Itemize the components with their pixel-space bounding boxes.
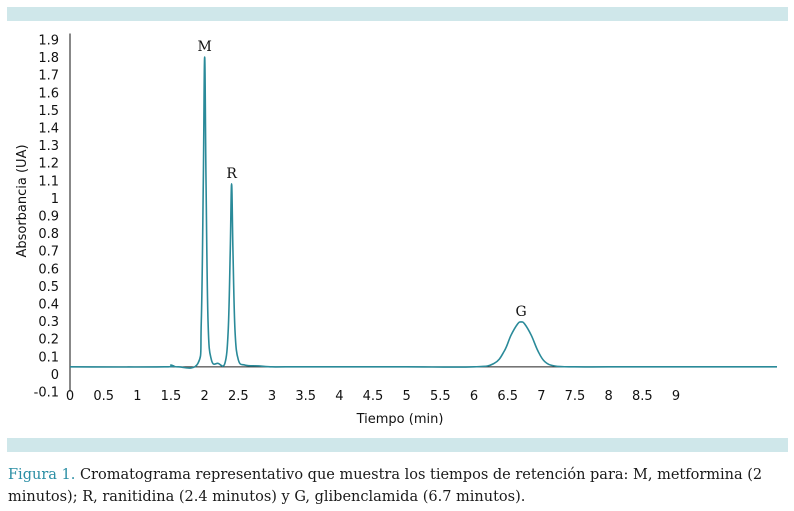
y-tick-label: 0.4 xyxy=(38,298,59,313)
x-tick-label: 2.5 xyxy=(228,389,249,404)
x-tick-label: 2 xyxy=(201,389,209,404)
y-tick-label: 1.4 xyxy=(38,122,59,137)
x-tick-label: 5.5 xyxy=(430,389,451,404)
y-tick-label: 0.1 xyxy=(38,350,59,365)
y-tick-label: 0.9 xyxy=(38,210,59,225)
y-tick-label: 1.5 xyxy=(38,104,59,119)
peak-label-g: G xyxy=(516,304,527,320)
y-tick-label: 0.5 xyxy=(38,280,59,295)
y-tick-label: 0.3 xyxy=(38,315,59,330)
x-tick-label: 8 xyxy=(605,389,613,404)
x-tick-label: 7.5 xyxy=(565,389,586,404)
x-tick-label: 1.5 xyxy=(161,389,182,404)
chromatogram-signal-line xyxy=(69,56,777,369)
y-tick-label: 1.6 xyxy=(38,86,59,101)
peak-label-r: R xyxy=(226,166,237,182)
y-tick-label: 1.2 xyxy=(38,157,59,172)
chromatogram-chart: -0.1 0 0.1 0.2 0.3 0.4 0.5 0.6 0.7 0.8 0.9 1 1.1 1.2 1… xyxy=(15,33,777,427)
peak-labels: M R G xyxy=(197,39,526,320)
y-tick-label: 1.3 xyxy=(38,139,59,154)
x-tick-label: 6 xyxy=(470,389,478,404)
y-tick-label: 0.7 xyxy=(38,245,59,260)
peak-label-m: M xyxy=(197,39,211,55)
x-axis-ticks: 0 0.5 1 1.5 2 2.5 3 3.5 4 4.5 5 5.5 6 6.5 7 7.5 8 8.5 9 xyxy=(66,389,680,404)
y-axis-title: Absorbancia (UA) xyxy=(15,144,30,257)
x-tick-label: 4.5 xyxy=(363,389,384,404)
y-tick-label: 1 xyxy=(51,192,59,207)
figure-caption-text: Cromatograma representativo que muestra … xyxy=(8,467,763,505)
y-tick-label: 0 xyxy=(51,368,59,383)
y-tick-label: 0.2 xyxy=(38,333,59,348)
figure-caption-label: Figura 1. xyxy=(8,467,76,483)
y-tick-label: -0.1 xyxy=(34,386,59,401)
x-tick-label: 6.5 xyxy=(497,389,518,404)
y-tick-label: 1.9 xyxy=(38,34,59,49)
x-tick-label: 8.5 xyxy=(632,389,653,404)
x-tick-label: 3 xyxy=(268,389,276,404)
y-tick-label: 0.6 xyxy=(38,262,59,277)
x-axis-title: Tiempo (min) xyxy=(356,412,444,427)
y-tick-label: 1.1 xyxy=(38,174,59,189)
y-axis-ticks: -0.1 0 0.1 0.2 0.3 0.4 0.5 0.6 0.7 0.8 0.9 1 1.1 1.2 1… xyxy=(34,34,59,401)
top-decorative-band xyxy=(7,7,788,21)
x-tick-label: 5 xyxy=(403,389,411,404)
y-tick-label: 0.8 xyxy=(38,227,59,242)
x-tick-label: 3.5 xyxy=(295,389,316,404)
x-tick-label: 0.5 xyxy=(93,389,114,404)
x-tick-label: 9 xyxy=(672,389,680,404)
figure-caption: Figura 1. Cromatograma representativo qu… xyxy=(8,464,788,508)
x-tick-label: 0 xyxy=(66,389,74,404)
x-tick-label: 7 xyxy=(537,389,545,404)
y-tick-label: 1.8 xyxy=(38,51,59,66)
bottom-decorative-band xyxy=(7,438,788,452)
x-tick-label: 1 xyxy=(133,389,141,404)
y-tick-label: 1.7 xyxy=(38,69,59,84)
x-tick-label: 4 xyxy=(335,389,343,404)
